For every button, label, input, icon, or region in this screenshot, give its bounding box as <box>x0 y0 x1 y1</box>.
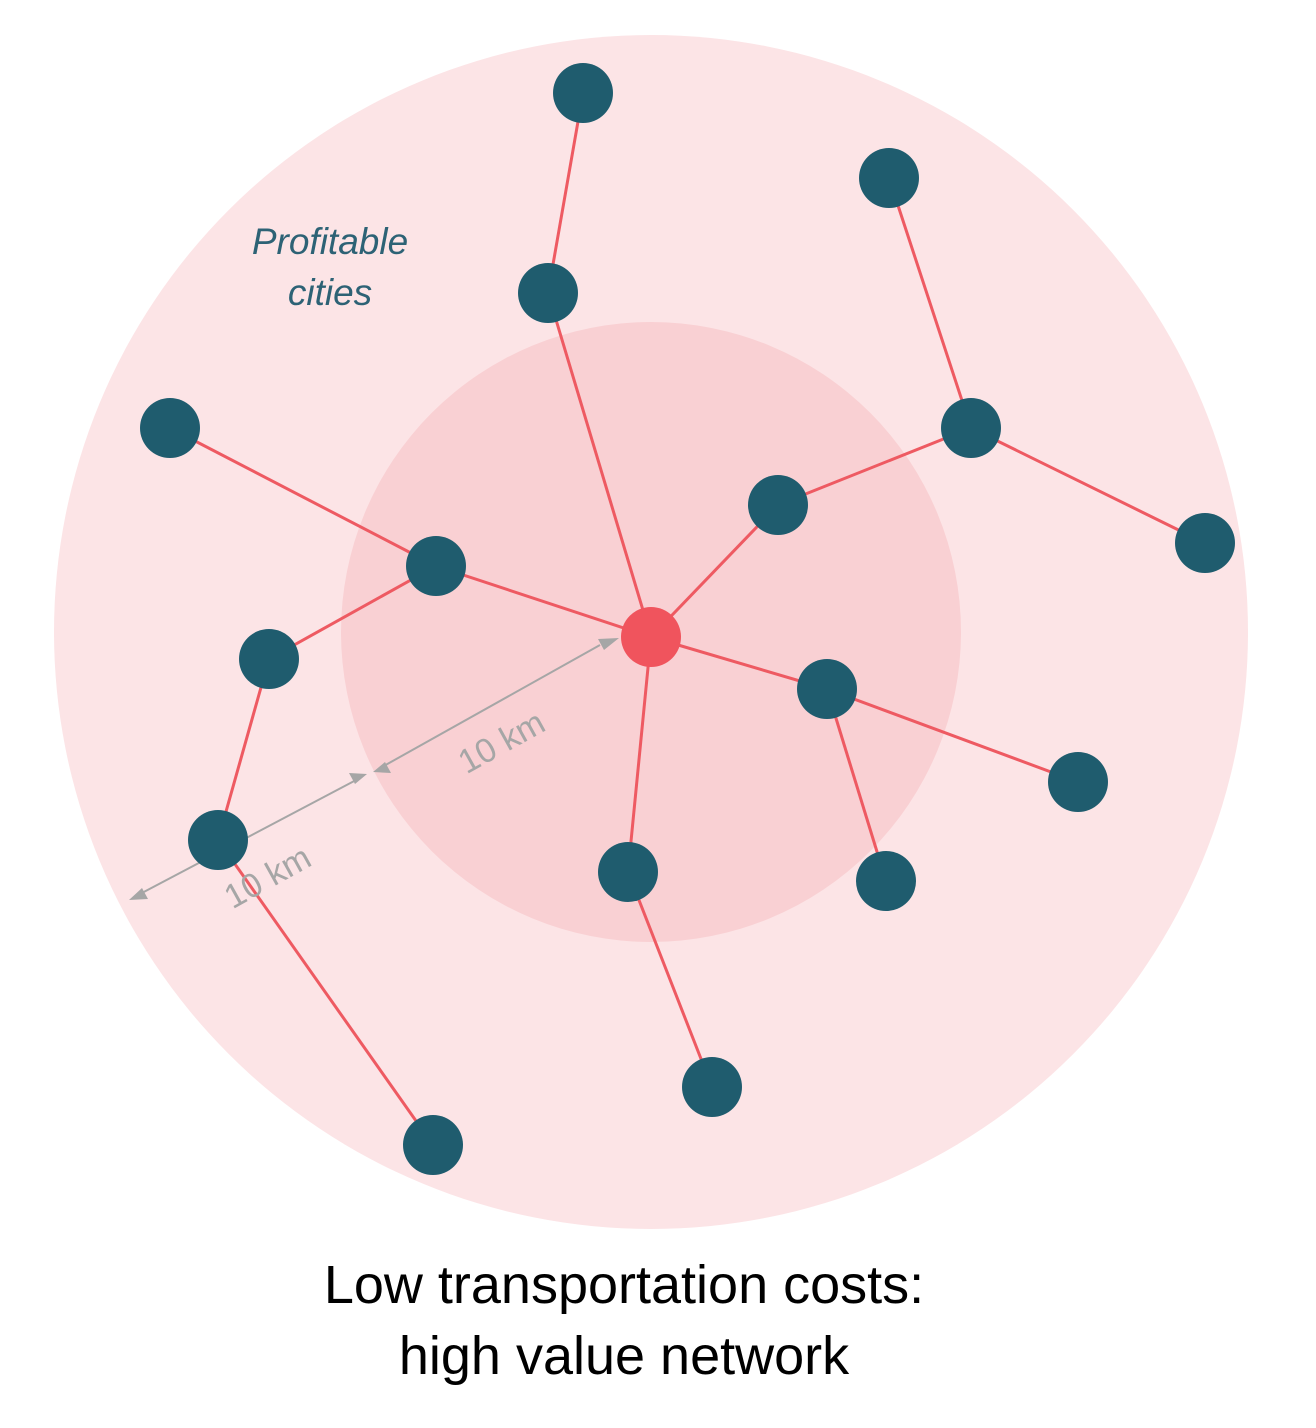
edge <box>826 687 1079 784</box>
arrowhead <box>598 638 619 650</box>
city <box>797 659 857 719</box>
edge <box>435 564 652 639</box>
edge <box>650 635 828 691</box>
edge <box>777 426 972 507</box>
city <box>748 475 808 535</box>
edge <box>970 426 1206 545</box>
city <box>856 851 916 911</box>
city <box>682 1057 742 1117</box>
distance-line <box>381 644 601 768</box>
edge <box>268 564 437 661</box>
edge <box>546 92 585 294</box>
city <box>941 398 1001 458</box>
edges <box>169 92 1206 1146</box>
city <box>553 63 613 123</box>
edge <box>216 839 435 1146</box>
arrowhead <box>129 888 148 900</box>
caption-line: high value network <box>399 1326 850 1386</box>
region-label-line: cities <box>288 272 372 313</box>
hub-city <box>621 607 681 667</box>
city <box>1048 752 1108 812</box>
city <box>239 629 299 689</box>
arrowhead <box>349 773 367 784</box>
edge <box>626 636 653 873</box>
city <box>406 536 466 596</box>
city <box>518 263 578 323</box>
region-label-line: Profitable <box>252 221 408 262</box>
city <box>140 398 200 458</box>
edge <box>169 426 437 568</box>
arrowhead <box>373 762 391 773</box>
caption: Low transportation costs: high value net… <box>324 1255 924 1386</box>
city <box>598 842 658 902</box>
city <box>859 148 919 208</box>
edge <box>649 503 780 639</box>
edge <box>626 871 714 1088</box>
city <box>1175 513 1235 573</box>
edge <box>825 688 888 882</box>
edge <box>216 658 271 841</box>
edge <box>546 292 653 638</box>
nodes <box>140 63 1235 1175</box>
caption-line: Low transportation costs: <box>324 1255 924 1315</box>
region-label: Profitable cities <box>252 221 408 313</box>
city <box>188 810 248 870</box>
edge <box>887 177 973 429</box>
distance-line <box>139 778 359 895</box>
city <box>403 1115 463 1175</box>
